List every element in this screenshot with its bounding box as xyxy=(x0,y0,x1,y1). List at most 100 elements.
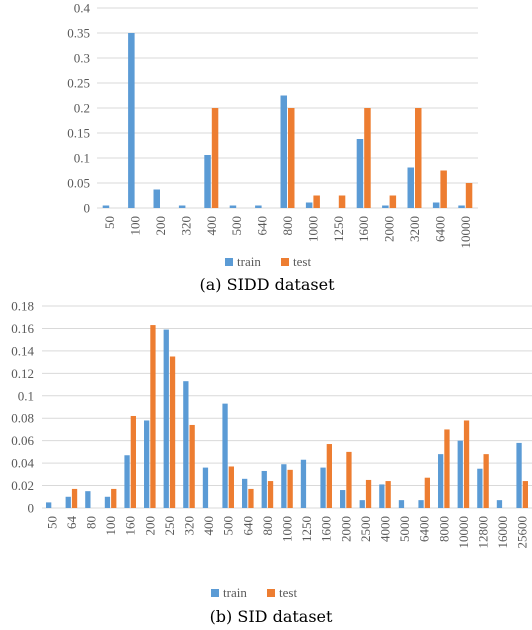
bar-train xyxy=(432,202,440,208)
x-tick-label: 25600 xyxy=(515,516,530,549)
bar-train xyxy=(320,467,326,508)
x-tick-label: 12800 xyxy=(476,516,491,549)
legend-swatch-test xyxy=(267,589,275,597)
bar-train xyxy=(46,502,52,508)
x-tick-label: 320 xyxy=(182,516,197,536)
bar-test xyxy=(389,195,397,208)
y-tick-label: 0.25 xyxy=(67,76,90,91)
bar-train xyxy=(477,468,483,508)
x-tick-label: 2000 xyxy=(338,516,353,542)
legend-swatch-test xyxy=(281,258,289,266)
y-tick-label: 0.14 xyxy=(11,343,34,358)
x-tick-label: 1000 xyxy=(305,216,320,242)
y-tick-label: 0.1 xyxy=(74,151,90,166)
bar-train xyxy=(516,442,522,508)
y-tick-label: 0 xyxy=(84,201,91,216)
x-tick-label: 50 xyxy=(44,516,59,529)
bar-train xyxy=(144,420,150,508)
bar-train xyxy=(379,484,385,508)
y-tick-label: 0.2 xyxy=(74,101,90,116)
x-tick-label: 800 xyxy=(280,216,295,236)
x-tick-label: 800 xyxy=(260,516,275,536)
bar-test xyxy=(326,444,332,508)
bar-train xyxy=(300,459,307,508)
y-tick-label: 0.08 xyxy=(11,411,34,426)
x-tick-label: 64 xyxy=(64,516,79,530)
bar-test xyxy=(415,108,422,208)
bar-train xyxy=(496,500,503,508)
x-tick-label: 2000 xyxy=(382,216,397,242)
bar-train xyxy=(457,440,463,508)
bar-test xyxy=(463,420,470,508)
x-tick-label: 16000 xyxy=(495,516,510,549)
y-tick-label: 0.18 xyxy=(11,299,34,314)
legend: train test xyxy=(211,585,297,600)
x-tick-label: 1250 xyxy=(331,216,346,242)
x-tick-label: 1600 xyxy=(356,216,371,242)
legend-label-test: test xyxy=(279,585,297,600)
y-tick-label: 0.02 xyxy=(11,478,34,493)
y-tick-label: 0 xyxy=(28,501,35,516)
bar-train xyxy=(183,381,189,508)
bar-train xyxy=(418,500,424,508)
x-tick-label: 10000 xyxy=(458,216,473,249)
y-tick-label: 0.3 xyxy=(74,51,90,66)
y-tick-label: 0.15 xyxy=(67,126,90,141)
y-tick-label: 0.05 xyxy=(67,176,90,191)
x-tick-label: 400 xyxy=(201,516,216,536)
bar-train xyxy=(398,500,405,508)
bar-test xyxy=(364,108,371,208)
bar-train xyxy=(458,205,465,208)
x-tick-label: 1600 xyxy=(319,516,334,542)
bar-train xyxy=(261,470,267,508)
bar-test xyxy=(465,183,473,208)
bar-train xyxy=(163,329,169,508)
bar-train xyxy=(280,95,287,208)
bar-test xyxy=(189,424,195,508)
x-tick-label: 250 xyxy=(162,516,177,536)
x-tick-label: 640 xyxy=(240,516,255,536)
chart-caption: (b) SID dataset xyxy=(210,607,333,626)
y-tick-label: 0.06 xyxy=(11,433,34,448)
bar-train xyxy=(305,202,313,208)
bar-train xyxy=(85,491,91,508)
chart-caption: (a) SIDD dataset xyxy=(200,275,336,294)
x-tick-label: 4000 xyxy=(378,516,393,542)
x-tick-label: 10000 xyxy=(456,516,471,549)
y-tick-label: 0.12 xyxy=(11,366,34,381)
x-tick-label: 6400 xyxy=(432,216,447,242)
bar-train xyxy=(124,455,130,508)
bar-train xyxy=(438,454,444,508)
x-tick-label: 2500 xyxy=(358,516,373,542)
x-tick-label: 500 xyxy=(229,216,244,236)
x-tick-label: 200 xyxy=(153,216,168,236)
y-tick-label: 0.4 xyxy=(74,1,91,16)
bar-test xyxy=(424,477,430,508)
x-tick-label: 160 xyxy=(123,516,138,536)
bar-test xyxy=(169,356,176,508)
x-tick-label: 320 xyxy=(178,216,193,236)
bar-test xyxy=(346,451,352,508)
bar-test xyxy=(248,488,254,508)
legend-swatch-train xyxy=(211,589,219,597)
bar-train xyxy=(340,490,346,508)
bar-test xyxy=(338,195,346,208)
x-tick-label: 5000 xyxy=(397,516,412,542)
x-tick-label: 100 xyxy=(128,216,143,236)
x-tick-label: 6400 xyxy=(417,516,432,542)
bar-train xyxy=(382,205,389,208)
bar-test xyxy=(522,481,528,508)
bar-train xyxy=(255,205,262,208)
bar-train xyxy=(359,500,365,508)
x-tick-label: 100 xyxy=(103,516,118,536)
bar-train xyxy=(222,403,228,508)
bar-test xyxy=(267,481,274,508)
chart-sidd: 0 0.05 0.1 0.15 0.2 0.25 0.3 0.35 0.4 50 100 200 320… xyxy=(67,1,478,294)
bar-test xyxy=(111,488,117,508)
y-tick-label: 0.16 xyxy=(11,321,34,336)
x-tick-label: 500 xyxy=(221,516,236,536)
y-tick-label: 0.1 xyxy=(18,388,34,403)
bar-train xyxy=(202,467,209,508)
bar-train xyxy=(356,139,364,208)
bar-train xyxy=(281,464,287,508)
